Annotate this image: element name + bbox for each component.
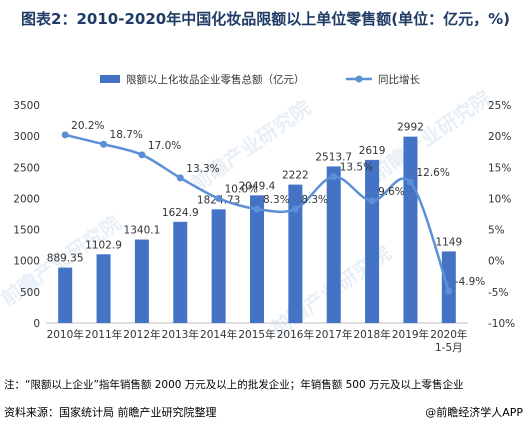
x-tick-label: 2011年 [85,328,122,341]
bar [134,239,149,323]
x-tick-label: 2015年 [238,328,275,341]
right-tick-label: 25% [488,100,511,112]
left-tick-label: 1000 [13,256,40,268]
left-tick-label: 500 [20,287,40,299]
left-tick-label: 2500 [13,162,40,174]
bar [250,195,264,323]
bar-value-label: 1624.9 [162,207,199,219]
right-tick-label: 20% [488,131,511,143]
x-tick-label: 2010年 [47,328,84,341]
growth-value-label: 8.3% [301,194,328,206]
legend-bar-label: 限额以上化妆品企业零售总额（亿元） [126,73,305,86]
legend-line-label: 同比增长 [378,73,420,86]
growth-point [176,174,184,182]
legend: 限额以上化妆品企业零售总额（亿元） 同比增长 [100,73,420,86]
bar-value-label: 1102.9 [85,239,122,251]
x-tick-label: 2020年 [430,328,467,341]
bar [403,136,418,323]
growth-point [138,151,146,159]
growth-value-label: 8.3% [263,194,290,206]
bar-value-label: 1149 [435,236,462,248]
bar [211,209,226,323]
growth-point [330,173,338,181]
bar-value-label: 2992 [397,122,424,134]
growth-point [61,131,69,139]
growth-value-label: 13.3% [186,163,219,175]
bar [441,251,456,323]
bar [58,267,73,323]
x-tick-label: 2012年 [123,328,160,341]
growth-value-label: 20.2% [71,120,104,132]
legend-bar-swatch [100,75,120,83]
growth-value-label: 9.6% [378,186,405,198]
bar [96,254,111,323]
left-tick-label: 1500 [13,225,40,237]
left-tick-label: 3500 [13,100,40,112]
chart-title: 图表2：2010-2020年中国化妆品限额以上单位零售额(单位：亿元，%) [21,10,510,28]
right-tick-label: -10% [488,318,515,330]
x-tick-label: 2019年 [392,328,429,341]
bars: 889.351102.91340.11624.91824.732049.4222… [47,122,462,323]
bar [173,221,188,323]
growth-value-label: -4.9% [455,276,485,288]
right-tick-label: 15% [488,162,511,174]
bar-value-label: 2222 [282,170,309,182]
bar-value-label: 889.35 [47,253,84,265]
x-tick-label: 2017年 [315,328,352,341]
legend-line-marker [355,75,363,83]
x-tick-label: 1-5月 [435,342,463,354]
bar [288,184,303,323]
growth-point [215,194,223,202]
brand-credit: @前瞻经济学人APP [425,406,523,419]
right-tick-label: -5% [488,287,508,299]
footnote: 注：“限额以上企业”指年销售额 2000 万元及以上的批发企业；年销售额 500… [4,379,464,391]
bar [326,166,341,323]
growth-point [406,178,414,186]
x-tick-label: 2014年 [200,328,237,341]
left-tick-label: 2000 [13,193,40,205]
right-tick-label: 0% [488,256,505,268]
growth-point [291,205,299,213]
bar-value-label: 1340.1 [124,225,161,237]
growth-value-label: 10.0% [225,183,258,195]
bar-value-label: 2049.4 [239,180,276,192]
growth-value-label: 18.7% [110,129,143,141]
source-text: 资料来源：国家统计局 前瞻产业研究院整理 [4,406,217,419]
right-axis: -10% -5% 0% 5% 10% 15% 20% 25% [488,100,515,330]
bar-value-label: 2513.7 [315,151,352,163]
growth-line-path [64,133,450,292]
chart-canvas: 限额以上化妆品企业零售总额（亿元） 同比增长 0 500 1000 1500 2000 25… [13,73,515,354]
left-tick-label: 3000 [13,131,40,143]
x-tick-label: 2013年 [162,328,199,341]
left-tick-label: 0 [33,318,40,330]
bar [365,159,380,323]
growth-value-label: 12.6% [416,167,449,179]
x-tick-label: 2016年 [277,328,314,341]
x-axis: 2010年 2011年 2012年 2013年 2014年 2015年 2016年 2017年… [47,328,468,354]
growth-point [368,197,376,205]
growth-value-label: 13.5% [340,162,373,174]
growth-point [100,140,108,148]
growth-point [445,287,453,295]
right-tick-label: 5% [488,225,505,237]
right-tick-label: 10% [488,193,511,205]
bar-value-label: 2619 [359,145,386,157]
growth-line: 20.2% 18.7% 17.0% 13.3% 10.0% 8.3% 8.3% 13.5% 9.… [61,120,485,295]
growth-point [253,205,261,213]
x-tick-label: 2018年 [353,328,390,341]
left-axis: 0 500 1000 1500 2000 2500 3000 3500 [13,100,40,330]
growth-value-label: 17.0% [148,140,181,152]
